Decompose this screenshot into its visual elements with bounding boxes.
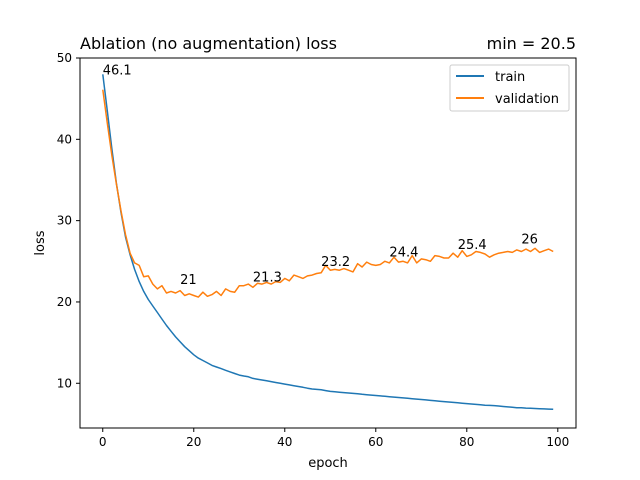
series-layer xyxy=(102,74,554,411)
data-label: 46.1 xyxy=(103,63,132,78)
y-tick-label: 20 xyxy=(57,295,72,309)
chart-min-annotation: min = 20.5 xyxy=(487,34,576,53)
plot-area: 46.1 21 21.3 23.2 24.4 25.4 26 xyxy=(79,57,577,429)
data-label: 23.2 xyxy=(321,255,350,270)
y-tick-label: 10 xyxy=(57,376,72,390)
y-tick-label: 50 xyxy=(57,51,72,65)
data-label: 25.4 xyxy=(458,238,487,253)
annotation-layer: 46.1 21 21.3 23.2 24.4 25.4 26 xyxy=(103,63,538,288)
y-tick-label: 30 xyxy=(57,214,72,228)
y-axis-label: loss xyxy=(33,230,48,255)
data-label: 21.3 xyxy=(253,271,282,286)
data-label: 21 xyxy=(180,273,197,288)
data-label: 24.4 xyxy=(389,245,418,260)
series-line-validation xyxy=(102,89,554,298)
x-tick-label: 80 xyxy=(459,435,474,449)
y-axis-ticks: 10 20 30 40 50 xyxy=(57,51,80,390)
x-axis-label: epoch xyxy=(308,456,348,471)
x-tick-label: 40 xyxy=(277,435,292,449)
axes-frame xyxy=(79,57,577,429)
legend-label-validation: validation xyxy=(495,92,559,107)
x-axis-ticks: 0 20 40 60 80 100 xyxy=(99,428,569,449)
series-line-train xyxy=(102,74,554,411)
legend-label-train: train xyxy=(495,70,525,85)
x-tick-label: 100 xyxy=(546,435,569,449)
x-tick-label: 20 xyxy=(186,435,201,449)
x-tick-label: 0 xyxy=(99,435,107,449)
legend: train validation xyxy=(449,64,570,112)
x-tick-label: 60 xyxy=(368,435,383,449)
data-label: 26 xyxy=(521,232,538,247)
chart-title: Ablation (no augmentation) loss xyxy=(80,34,337,53)
y-tick-label: 40 xyxy=(57,132,72,146)
